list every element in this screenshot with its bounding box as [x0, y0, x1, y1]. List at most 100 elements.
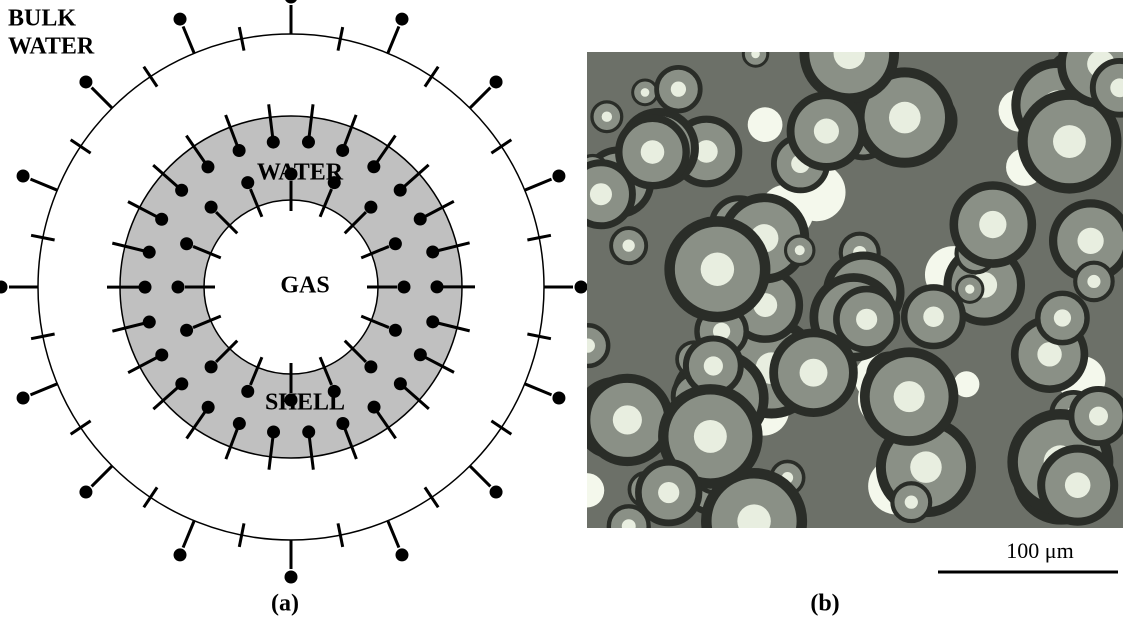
bubble-core — [1087, 275, 1100, 288]
shell-label: SHELL — [265, 390, 345, 416]
bulk-label: BULK — [8, 6, 76, 32]
bubble-core — [795, 245, 805, 255]
bubble-core — [737, 504, 770, 537]
surfactant-head — [233, 417, 246, 430]
surfactant-head — [368, 401, 381, 414]
bubble-core — [704, 356, 723, 375]
bubble-core — [834, 38, 865, 69]
surfactant-tail — [388, 26, 399, 53]
surfactant-head — [575, 281, 588, 294]
surfactant-head — [394, 377, 407, 390]
surfactant-head — [285, 571, 298, 584]
bubble-core — [751, 50, 760, 59]
bubble-core — [701, 253, 734, 286]
surfactant-tail — [491, 140, 511, 153]
surfactant-head — [267, 425, 280, 438]
surfactant-head — [430, 280, 443, 293]
surfactant-head — [174, 548, 187, 561]
surfactant-tail — [71, 421, 91, 434]
surfactant-tail — [144, 67, 157, 87]
surfactant-tail — [525, 384, 552, 395]
bubble-core — [694, 420, 727, 453]
surfactant-head — [175, 184, 188, 197]
bubble-core — [1054, 309, 1071, 326]
surfactant-head — [426, 315, 439, 328]
highlight — [748, 107, 783, 142]
surfactant-head — [490, 486, 503, 499]
surfactant-tail — [92, 466, 113, 487]
surfactant-head — [414, 348, 427, 361]
bubble-core — [622, 519, 636, 533]
figure: BULK WATER WATER GAS SHELL (a) 100 μm (b… — [0, 0, 1123, 622]
surfactant-head — [395, 548, 408, 561]
surfactant-tail — [388, 521, 399, 548]
scale-label: 100 μm — [1006, 538, 1073, 563]
surfactant-head — [233, 144, 246, 157]
surfactant-head — [367, 160, 380, 173]
surfactant-head — [17, 170, 30, 183]
panel-b: 100 μm (b) — [568, 9, 1123, 617]
bubble-core — [1089, 407, 1108, 426]
bubble-core — [894, 381, 925, 412]
bubble-core — [800, 359, 828, 387]
surfactant-head — [241, 176, 254, 189]
bulk-label: WATER — [8, 34, 95, 60]
surfactant-head — [389, 324, 402, 337]
bubble-core — [1053, 125, 1086, 158]
shell-label: WATER — [257, 160, 344, 186]
surfactant-tail — [425, 487, 438, 507]
surfactant-head — [395, 13, 408, 26]
bubble-core — [905, 496, 918, 509]
surfactant-head — [394, 184, 407, 197]
caption: (b) — [810, 591, 839, 617]
bubble-core — [979, 211, 1006, 238]
bubble-core — [1077, 228, 1103, 254]
surfactant-head — [490, 75, 503, 88]
surfactant-tail — [470, 88, 491, 109]
surfactant-head — [172, 281, 185, 294]
caption: (a) — [271, 591, 299, 617]
surfactant-head — [17, 391, 30, 404]
surfactant-head — [79, 486, 92, 499]
bubble-core — [889, 102, 921, 134]
bubble-core — [658, 482, 679, 503]
bubble-core — [590, 183, 612, 205]
surfactant-tail — [425, 67, 438, 87]
bubble-core — [814, 119, 839, 144]
surfactant-head — [336, 144, 349, 157]
surfactant-head — [180, 237, 193, 250]
surfactant-head — [364, 360, 377, 373]
surfactant-tail — [470, 466, 491, 487]
surfactant-head — [174, 13, 187, 26]
surfactant-head — [155, 213, 168, 226]
surfactant-head — [139, 281, 152, 294]
surfactant-head — [302, 425, 315, 438]
surfactant-head — [0, 281, 8, 294]
bubble-core — [671, 82, 686, 97]
surfactant-tail — [525, 179, 552, 190]
surfactant-head — [79, 75, 92, 88]
bubble-core — [1065, 472, 1091, 498]
surfactant-tail — [92, 88, 113, 109]
surfactant-head — [267, 136, 280, 149]
bubble-core — [965, 285, 974, 294]
bubble-core — [641, 88, 650, 97]
surfactant-head — [202, 401, 215, 414]
surfactant-head — [414, 213, 427, 226]
panel-a: BULK WATER WATER GAS SHELL (a) — [0, 0, 588, 617]
bubble-core — [923, 306, 944, 327]
surfactant-head — [205, 201, 218, 214]
surfactant-head — [205, 360, 218, 373]
bubble-core — [641, 140, 665, 164]
surfactant-head — [552, 391, 565, 404]
bubble-core — [602, 112, 612, 122]
surfactant-tail — [71, 140, 91, 153]
bubble-core — [1037, 342, 1061, 366]
surfactant-head — [302, 136, 315, 149]
surfactant-head — [241, 385, 254, 398]
bubble-core — [856, 309, 877, 330]
surfactant-head — [426, 245, 439, 258]
surfactant-head — [155, 348, 168, 361]
surfactant-tail — [30, 179, 57, 190]
surfactant-tail — [144, 487, 157, 507]
